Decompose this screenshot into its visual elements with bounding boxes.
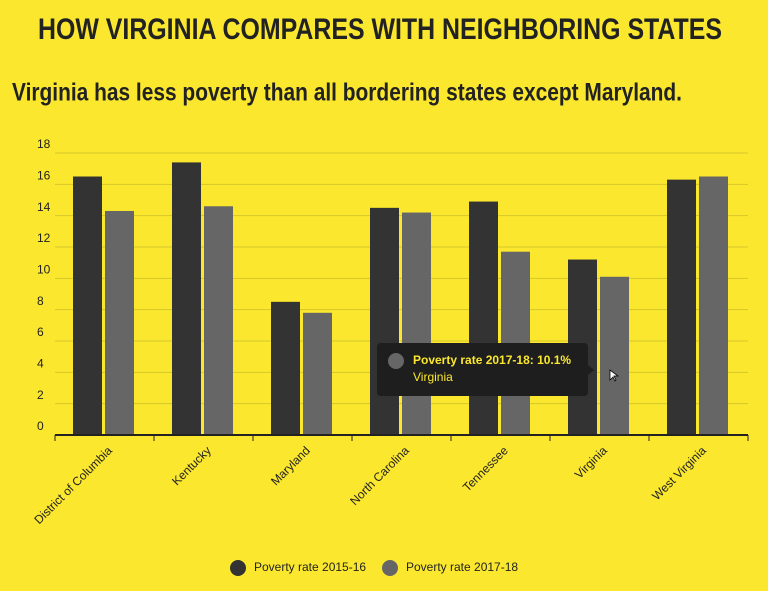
y-tick-label: 18 (37, 137, 51, 151)
x-tick-label: Maryland (268, 443, 313, 488)
y-tick-label: 16 (37, 169, 51, 183)
x-tick-label: West Virginia (649, 443, 709, 503)
bar (469, 201, 498, 435)
y-tick-label: 2 (37, 388, 44, 402)
tooltip: Poverty rate 2017-18: 10.1% Virginia (377, 343, 594, 396)
legend-label: Poverty rate 2015-16 (254, 560, 366, 574)
y-tick-label: 4 (37, 357, 44, 371)
x-tick-label: Kentucky (169, 443, 214, 488)
x-tick-label: North Carolina (347, 443, 412, 508)
tooltip-category: Virginia (413, 370, 453, 384)
bar (172, 162, 201, 435)
y-tick-label: 8 (37, 294, 44, 308)
x-tick-label: Tennessee (460, 443, 511, 494)
bar (402, 212, 431, 435)
x-tick-label: Virginia (572, 443, 610, 481)
legend-label: Poverty rate 2017-18 (406, 560, 518, 574)
tooltip-label: Poverty rate 2017-18: 10.1% (413, 353, 571, 367)
y-tick-label: 12 (37, 231, 51, 245)
bar (271, 301, 300, 435)
cursor (609, 369, 620, 382)
y-tick-label: 10 (37, 263, 51, 277)
legend-swatch (230, 560, 246, 576)
chart-title: HOW VIRGINIA COMPARES WITH NEIGHBORING S… (38, 13, 722, 46)
y-tick-label: 0 (37, 419, 44, 433)
bar (370, 207, 399, 435)
y-tick-label: 6 (37, 325, 44, 339)
tooltip-box (377, 343, 594, 396)
tooltip-swatch (388, 353, 404, 369)
x-tick-label: District of Columbia (31, 443, 115, 527)
bar (303, 312, 332, 435)
bar (600, 276, 629, 435)
chart-subtitle: Virginia has less poverty than all borde… (12, 79, 682, 107)
bar (204, 206, 233, 435)
bar (699, 176, 728, 435)
bar (667, 179, 696, 435)
legend-swatch (382, 560, 398, 576)
bar (105, 210, 134, 435)
bar (73, 176, 102, 435)
y-tick-label: 14 (37, 200, 51, 214)
